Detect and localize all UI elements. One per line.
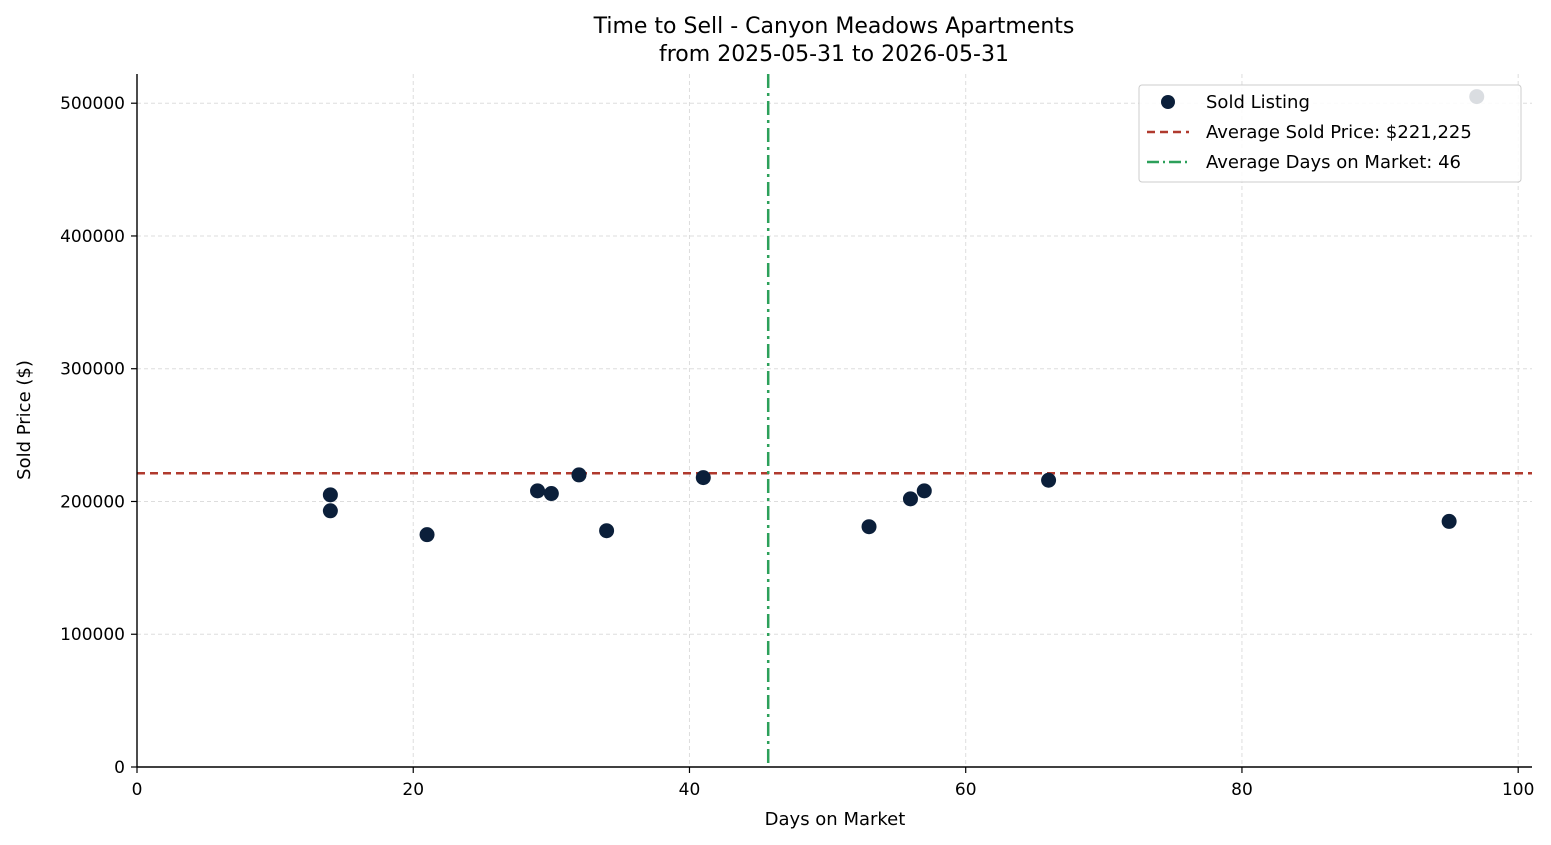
data-point <box>543 486 559 502</box>
chart-title: Time to Sell - Canyon Meadows Apartments <box>593 14 1075 39</box>
legend-box <box>1138 84 1522 183</box>
data-point <box>599 523 615 539</box>
chart-subtitle: from 2025-05-31 to 2026-05-31 <box>659 42 1009 67</box>
data-point <box>530 483 546 499</box>
legend-marker-sold-listing <box>1161 95 1175 109</box>
x-tick-label: 100 <box>1502 780 1534 800</box>
legend: Sold Listing Average Sold Price: $221,22… <box>1138 84 1522 183</box>
y-tick-label: 200000 <box>60 492 125 512</box>
scatter-points <box>322 89 1485 543</box>
x-tick-label: 40 <box>679 780 701 800</box>
reference-lines <box>137 74 1532 767</box>
data-point <box>902 491 918 507</box>
x-tick-label: 60 <box>955 780 977 800</box>
y-axis-label: Sold Price ($) <box>14 360 35 480</box>
x-tick-label: 0 <box>132 780 143 800</box>
data-point <box>322 487 338 503</box>
y-tick-label: 0 <box>114 758 125 778</box>
x-tick-label: 80 <box>1231 780 1253 800</box>
x-axis-label: Days on Market <box>765 809 906 830</box>
y-tick-label: 500000 <box>60 94 125 114</box>
data-point <box>1041 472 1057 488</box>
y-tick-label: 100000 <box>60 625 125 645</box>
data-point <box>571 467 587 483</box>
data-point <box>1441 513 1457 529</box>
data-point <box>695 470 711 486</box>
y-tick-label: 400000 <box>60 227 125 247</box>
x-tick-label: 20 <box>402 780 424 800</box>
tick-labels: 0 20 40 60 80 100 0 100000 200000 300000 400000 500… <box>60 94 1534 800</box>
data-point <box>419 527 435 543</box>
y-tick-label: 300000 <box>60 360 125 380</box>
legend-label-average-days: Average Days on Market: 46 <box>1206 152 1461 173</box>
data-point <box>861 519 877 535</box>
data-point <box>322 503 338 519</box>
axes <box>131 74 1532 773</box>
data-point <box>916 483 932 499</box>
legend-label-sold-listing: Sold Listing <box>1206 92 1310 113</box>
legend-label-average-price: Average Sold Price: $221,225 <box>1206 122 1472 143</box>
